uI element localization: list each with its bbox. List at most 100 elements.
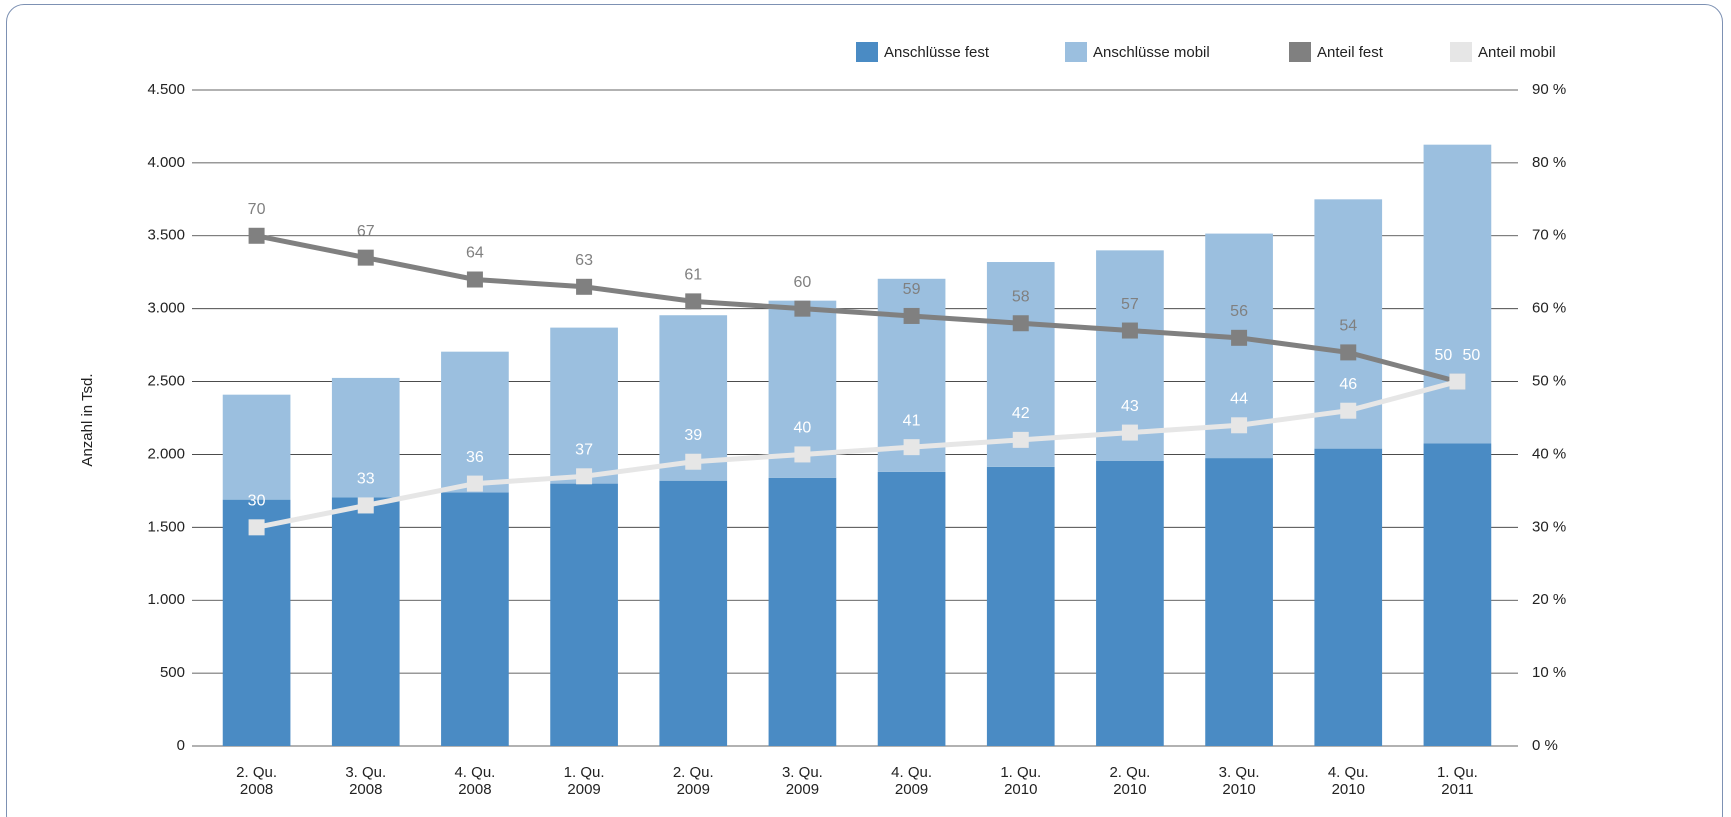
legend-label: Anschlüsse mobil	[1093, 44, 1210, 61]
data-label: 46	[1339, 376, 1357, 393]
y2-tick-label: 80 %	[1532, 154, 1566, 171]
data-label: 56	[1230, 303, 1248, 320]
data-label: 41	[903, 412, 921, 429]
bar	[1423, 443, 1492, 746]
data-label: 37	[575, 442, 593, 459]
y-tick-label: 1.000	[147, 591, 185, 608]
bar	[659, 480, 728, 746]
data-label: 50	[1463, 347, 1481, 364]
data-label: 44	[1230, 391, 1248, 408]
bar	[441, 351, 509, 493]
line	[256, 379, 1459, 530]
y2-tick-label: 70 %	[1532, 227, 1566, 244]
x-tick-label: 4. Qu. 2010	[1327, 764, 1369, 798]
data-label: 42	[1012, 405, 1030, 422]
data-label: 59	[903, 281, 921, 298]
y2-tick-label: 50 %	[1532, 373, 1566, 390]
marker	[1012, 431, 1029, 448]
bar	[441, 492, 509, 746]
marker	[1231, 417, 1248, 434]
data-label: 67	[357, 223, 375, 240]
y2-tick-label: 90 %	[1532, 81, 1566, 98]
bar	[768, 477, 837, 746]
y-tick-label: 3.000	[147, 300, 185, 317]
y2-tick-label: 60 %	[1532, 300, 1566, 317]
data-label: 30	[248, 493, 266, 510]
data-label: 60	[794, 274, 812, 291]
bar	[1423, 144, 1492, 444]
data-label: 70	[248, 201, 266, 218]
marker	[466, 271, 483, 288]
marker	[1231, 329, 1248, 346]
data-label: 40	[794, 420, 812, 437]
x-tick-label: 3. Qu. 2009	[781, 764, 823, 798]
bar	[331, 497, 400, 746]
marker	[903, 439, 920, 456]
y-tick-label: 2.000	[147, 445, 185, 462]
marker	[903, 307, 920, 324]
legend-swatch	[1289, 42, 1311, 62]
bar	[986, 466, 1055, 746]
data-label: 43	[1121, 398, 1139, 415]
y-tick-label: 4.500	[147, 81, 185, 98]
y-axis-label: Anzahl in Tsd.	[79, 373, 96, 466]
x-tick-label: 2. Qu. 2010	[1109, 764, 1151, 798]
bar	[550, 483, 618, 746]
marker	[794, 446, 811, 463]
y2-tick-label: 0 %	[1532, 737, 1558, 754]
bar	[550, 327, 618, 484]
marker	[576, 278, 593, 295]
data-label: 36	[466, 449, 484, 466]
bar	[222, 394, 291, 500]
x-tick-label: 2. Qu. 2008	[236, 764, 277, 798]
legend-label: Anschlüsse fest	[884, 44, 990, 61]
y2-tick-label: 20 %	[1532, 591, 1566, 608]
data-label: 54	[1339, 318, 1357, 335]
data-label: 33	[357, 471, 375, 488]
marker	[576, 468, 593, 485]
data-label: 39	[684, 427, 702, 444]
marker	[357, 249, 374, 266]
legend-swatch	[1450, 42, 1472, 62]
marker	[466, 475, 483, 492]
marker	[685, 453, 702, 470]
frame	[6, 4, 1723, 817]
line	[256, 233, 1459, 384]
data-label: 58	[1012, 288, 1030, 305]
marker	[1340, 344, 1357, 361]
bar	[1205, 458, 1273, 746]
marker	[248, 519, 265, 536]
marker	[685, 293, 702, 310]
bar	[877, 471, 946, 746]
x-tick-label: 1. Qu. 2011	[1436, 764, 1478, 798]
y2-tick-label: 30 %	[1532, 518, 1566, 535]
y-tick-label: 4.000	[147, 154, 185, 171]
data-label: 63	[575, 252, 593, 269]
marker	[1340, 402, 1357, 419]
data-label: 64	[466, 245, 484, 262]
y-tick-label: 500	[160, 664, 185, 681]
y2-tick-label: 10 %	[1532, 664, 1566, 681]
data-label: 61	[684, 267, 702, 284]
legend-swatch	[856, 42, 878, 62]
marker	[794, 300, 811, 317]
bar	[659, 315, 728, 481]
x-tick-label: 2. Qu. 2009	[672, 764, 714, 798]
data-label: 50	[1435, 347, 1453, 364]
marker	[357, 497, 374, 514]
x-tick-label: 3. Qu. 2010	[1218, 764, 1260, 798]
x-tick-label: 1. Qu. 2009	[563, 764, 605, 798]
marker	[1012, 315, 1029, 332]
bar	[222, 499, 291, 746]
y2-tick-label: 40 %	[1532, 445, 1566, 462]
x-tick-label: 4. Qu. 2009	[891, 764, 932, 798]
marker	[1121, 424, 1138, 441]
marker	[1121, 322, 1138, 339]
legend-label: Anteil mobil	[1478, 44, 1556, 61]
data-label: 57	[1121, 296, 1139, 313]
x-tick-label: 3. Qu. 2008	[345, 764, 387, 798]
legend-swatch	[1065, 42, 1087, 62]
x-tick-label: 4. Qu. 2008	[454, 764, 496, 798]
